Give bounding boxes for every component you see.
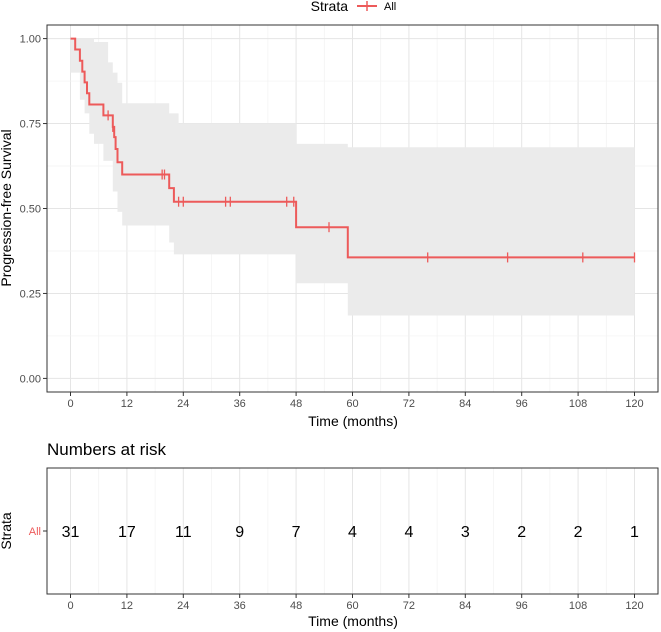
risk-table-gridlines xyxy=(70,468,635,594)
censor-marks xyxy=(107,110,636,263)
risk-value: 7 xyxy=(292,524,301,541)
risk-x-tick-label: 24 xyxy=(177,600,189,612)
legend: Strata All xyxy=(311,0,397,14)
x-tick-label: 60 xyxy=(346,398,358,410)
risk-value: 31 xyxy=(62,524,80,541)
x-tick-label: 12 xyxy=(121,398,133,410)
legend-title: Strata xyxy=(311,0,349,14)
x-tick-label: 120 xyxy=(625,398,643,410)
x-tick-label: 48 xyxy=(290,398,302,410)
risk-table-title: Numbers at risk xyxy=(47,440,167,459)
risk-x-tick-label: 48 xyxy=(290,600,302,612)
survival-panel: 0.00 0.25 0.50 0.75 1.00 0 12 24 36 48 60 72 84 96 10… xyxy=(0,24,659,429)
y-tick-label: 0.25 xyxy=(20,288,41,300)
x-tick-label: 96 xyxy=(516,398,528,410)
legend-entry-all: All xyxy=(384,1,396,13)
risk-x-tick-label: 12 xyxy=(121,600,133,612)
survival-y-axis: 0.00 0.25 0.50 0.75 1.00 xyxy=(20,34,47,385)
risk-x-tick-label: 120 xyxy=(625,600,643,612)
risk-value: 9 xyxy=(235,524,244,541)
risk-x-tick-label: 60 xyxy=(346,600,358,612)
x-tick-label: 84 xyxy=(459,398,471,410)
risk-value: 3 xyxy=(461,524,470,541)
risk-x-tick-label: 108 xyxy=(569,600,587,612)
risk-table: Numbers at risk 31 17 11 9 7 4 4 3 2 2 1 All Strat… xyxy=(0,440,659,629)
x-tick-label: 108 xyxy=(569,398,587,410)
risk-x-tick-label: 96 xyxy=(516,600,528,612)
risk-table-x-axis-title: Time (months) xyxy=(308,613,398,629)
survival-y-axis-title: Progression-free Survival xyxy=(0,129,14,286)
risk-row-label: All xyxy=(29,526,41,538)
risk-value: 17 xyxy=(118,524,136,541)
y-tick-label: 0.00 xyxy=(20,373,41,385)
risk-value: 4 xyxy=(404,524,413,541)
survival-curve-all xyxy=(70,37,635,259)
risk-value: 4 xyxy=(348,524,357,541)
risk-value: 2 xyxy=(517,524,526,541)
risk-x-tick-label: 0 xyxy=(67,600,73,612)
risk-x-tick-label: 84 xyxy=(459,600,471,612)
y-tick-label: 0.50 xyxy=(20,204,41,216)
risk-table-x-axis: 0 12 24 36 48 60 72 84 96 108 120 xyxy=(67,594,644,612)
survival-x-axis: 0 12 24 36 48 60 72 84 96 108 120 xyxy=(67,392,644,410)
risk-value: 2 xyxy=(574,524,583,541)
y-tick-label: 1.00 xyxy=(20,34,41,46)
risk-value: 1 xyxy=(630,524,639,541)
risk-table-y-axis-title: Strata xyxy=(0,512,14,550)
survival-x-axis-title: Time (months) xyxy=(308,413,398,429)
risk-x-tick-label: 36 xyxy=(234,600,246,612)
y-tick-label: 0.75 xyxy=(20,119,41,131)
risk-value: 11 xyxy=(175,524,192,541)
risk-values: 31 17 11 9 7 4 4 3 2 2 1 xyxy=(62,524,639,541)
confidence-band xyxy=(70,38,635,316)
x-tick-label: 24 xyxy=(177,398,189,410)
risk-x-tick-label: 72 xyxy=(403,600,415,612)
x-tick-label: 72 xyxy=(403,398,415,410)
x-tick-label: 36 xyxy=(234,398,246,410)
x-tick-label: 0 xyxy=(67,398,73,410)
